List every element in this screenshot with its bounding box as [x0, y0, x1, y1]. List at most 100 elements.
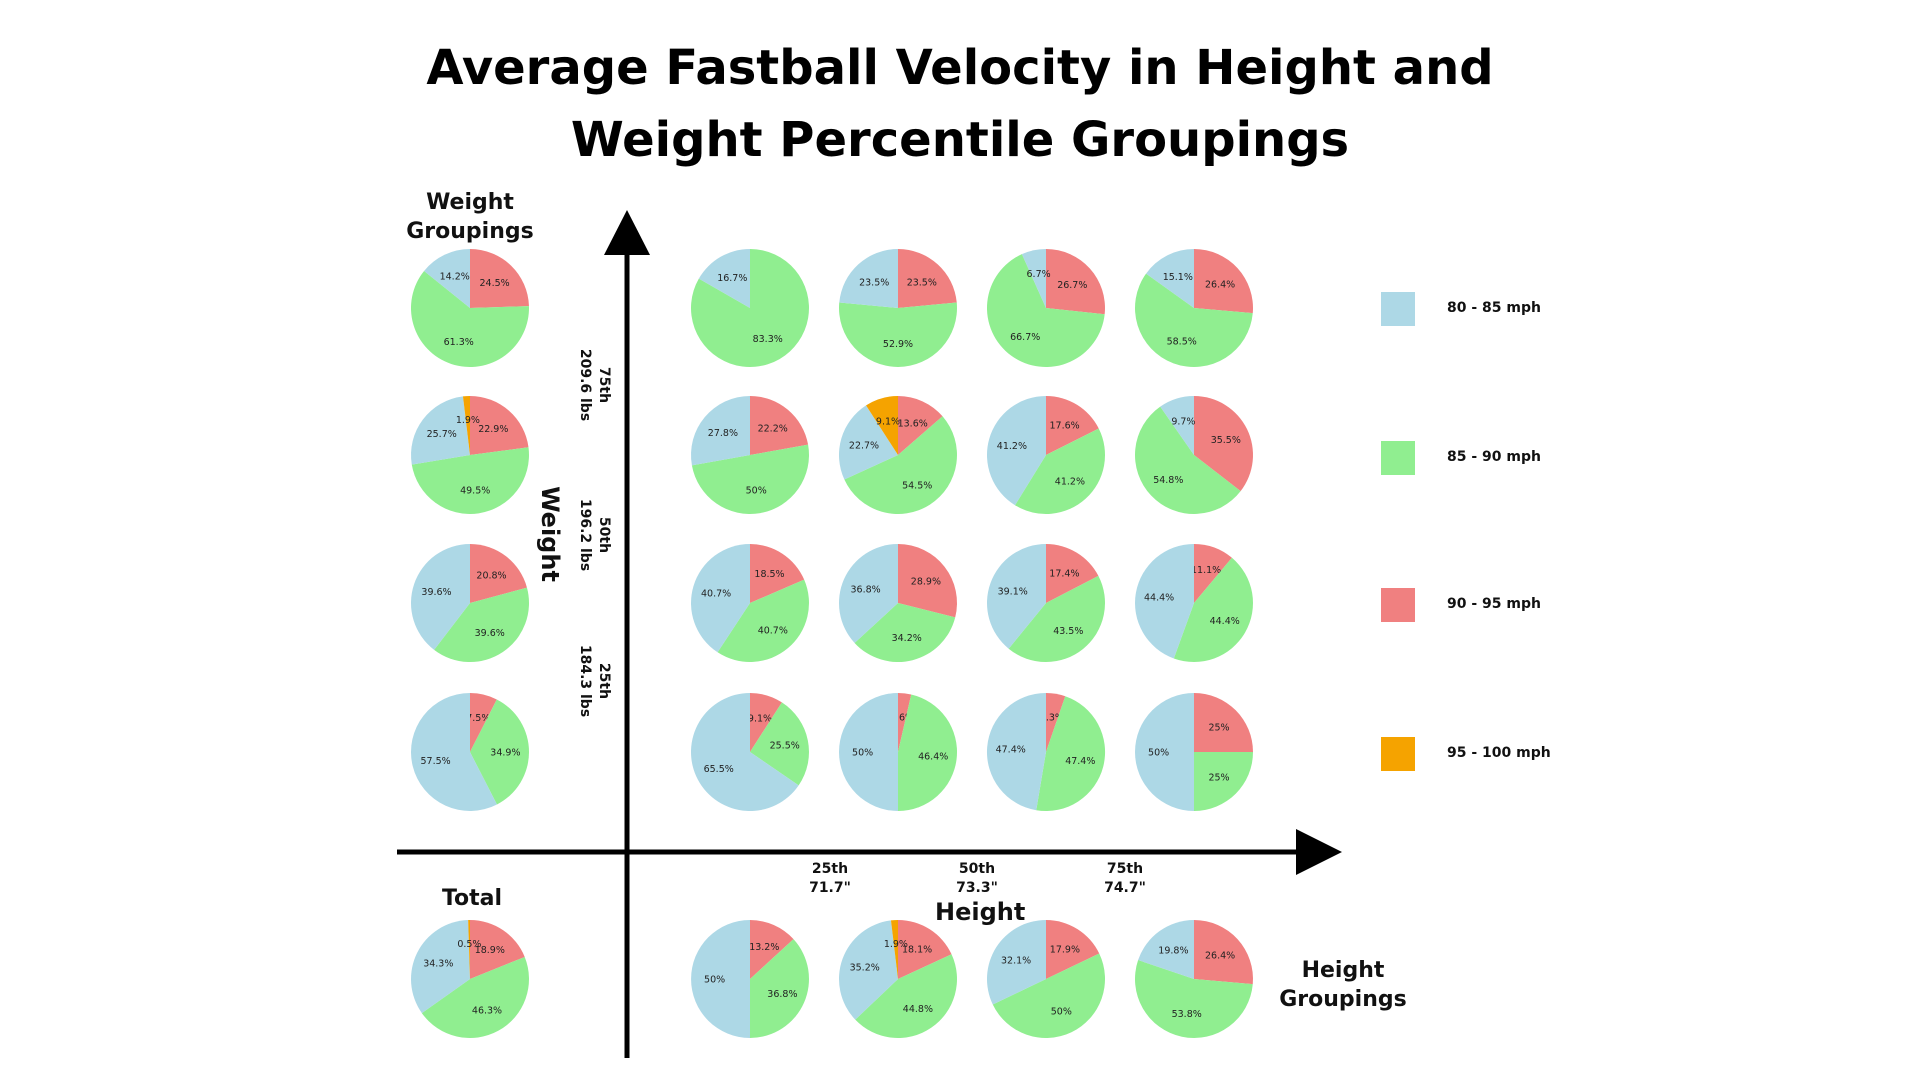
pie-w50-h75-label-90-95: 35.5%	[1211, 435, 1241, 446]
pie-weight-grouping-4-label-90-95: 7.5%	[466, 713, 490, 724]
pie-w75-h50-label-80-85: 6.7%	[1027, 269, 1051, 280]
pie-w50-h75: 35.5% 54.8% 9.7%	[1135, 396, 1253, 514]
pie-w0-h25-slice-90-95	[898, 693, 912, 752]
pie-w0-h75-label-85-90: 25%	[1208, 773, 1229, 784]
pie-height-grouping-4-label-90-95: 26.4%	[1205, 951, 1235, 962]
pie-weight-grouping-3-label-85-90: 39.6%	[475, 628, 505, 639]
pie-w25-h0-label-90-95: 18.5%	[754, 569, 784, 580]
pie-w75-h0: 83.3% 16.7%	[690, 249, 809, 367]
pie-weight-grouping-4-label-85-90: 34.9%	[490, 747, 520, 758]
legend-swatch-90-95	[1381, 588, 1415, 622]
pie-w50-h75-slice-80-85	[1160, 396, 1194, 455]
pie-w0-h75: 25% 25% 50%	[1135, 693, 1253, 811]
pie-w25-h50-slice-90-95	[1046, 544, 1099, 603]
pie-height-grouping-1: 13.2% 36.8% 50%	[691, 920, 809, 1038]
pie-w50-h75-slice-90-95	[1194, 396, 1253, 492]
pie-w50-h0-label-90-95: 22.2%	[758, 423, 788, 434]
height-groupings-line-1: Height	[1301, 958, 1385, 983]
pie-w50-h25: 13.6% 54.5% 22.7% 9.1%	[838, 396, 957, 514]
pie-w75-h25-label-90-95: 23.5%	[907, 277, 937, 288]
pie-height-grouping-4: 26.4% 53.8% 19.8%	[1134, 920, 1253, 1038]
pie-w25-h75-label-85-90: 44.4%	[1210, 616, 1240, 627]
pie-height-grouping-2-slice-80-85	[839, 920, 898, 1020]
pie-weight-grouping-4-slice-80-85	[411, 693, 497, 812]
pie-w25-h0-slice-80-85	[691, 544, 750, 653]
pie-w0-h0: 9.1% 25.5% 65.5%	[690, 693, 809, 812]
pie-height-grouping-3-label-80-85: 32.1%	[1001, 956, 1031, 967]
pie-weight-grouping-4-label-80-85: 57.5%	[421, 756, 451, 767]
legend-swatch-80-85	[1381, 292, 1415, 326]
pie-charts: 83.3%16.7% 23.5%52.9%23.5% 26.7%66.7%6.7%2…	[410, 249, 1253, 1039]
pie-height-grouping-4-slice-80-85	[1138, 920, 1194, 979]
pie-w75-h50-slice-80-85	[1021, 249, 1046, 308]
pie-height-grouping-2-label-90-95: 18.1%	[902, 945, 932, 956]
pie-w50-h50-slice-85-90	[1015, 428, 1106, 515]
height-tick-50-pct: 50th	[958, 861, 996, 877]
pie-w25-h75-slice-80-85	[1135, 544, 1194, 659]
pie-weight-grouping-1-slice-80-85	[424, 249, 470, 308]
pie-weight-grouping-4: 7.5% 34.9% 57.5%	[411, 693, 530, 812]
pie-w50-h0-label-80-85: 27.8%	[708, 428, 738, 439]
legend-label-95-100: 95 - 100 mph	[1447, 745, 1551, 761]
pie-w75-h75: 26.4% 58.5% 15.1%	[1134, 249, 1253, 368]
pie-w0-h75-slice-90-95	[1194, 693, 1253, 752]
pie-w25-h50-label-80-85: 39.1%	[998, 587, 1028, 598]
pie-w50-h0: 22.2% 50% 27.8%	[690, 396, 810, 515]
pie-height-grouping-3-label-90-95: 17.9%	[1050, 945, 1080, 956]
pie-w50-h75-label-80-85: 9.7%	[1171, 417, 1195, 428]
pie-weight-grouping-2-label-90-95: 22.9%	[478, 424, 508, 435]
pie-height-grouping-4-label-80-85: 19.8%	[1158, 946, 1188, 957]
pie-weight-grouping-2-label-95-100: 1.9%	[456, 415, 480, 426]
pie-w50-h0-label-85-90: 50%	[746, 485, 767, 496]
pie-w75-h75-label-85-90: 58.5%	[1167, 337, 1197, 348]
pie-w0-h25-label-85-90: 46.4%	[918, 752, 948, 763]
pie-weight-grouping-2-slice-80-85	[411, 396, 470, 465]
height-axis-title: Height	[935, 898, 1026, 926]
pie-w25-h75-slice-90-95	[1194, 544, 1232, 603]
pie-w0-h50-slice-85-90	[1036, 696, 1106, 812]
pie-height-grouping-1-slice-80-85	[691, 920, 750, 1038]
legend-swatch-95-100	[1381, 737, 1415, 771]
weight-groupings-line-1: Weight	[426, 190, 514, 215]
pie-w25-h50: 17.4% 43.5% 39.1%	[986, 543, 1106, 663]
pie-total-label-95-100: 0.5%	[457, 939, 481, 950]
pie-w0-h75-label-90-95: 25%	[1208, 723, 1229, 734]
pie-weight-grouping-2-label-80-85: 25.7%	[427, 429, 457, 440]
pie-w25-h75-slice-85-90	[1173, 557, 1253, 662]
pie-total-label-80-85: 34.3%	[423, 959, 453, 970]
pie-weight-grouping-3-slice-80-85	[410, 544, 470, 650]
pie-w50-h50-label-80-85: 41.2%	[997, 441, 1027, 452]
pie-w0-h0-slice-90-95	[750, 693, 782, 752]
pie-w0-h25-label-80-85: 50%	[852, 748, 873, 759]
pie-height-grouping-1-label-90-95: 13.2%	[749, 942, 779, 953]
pie-w25-h25-label-80-85: 36.8%	[851, 584, 881, 595]
pie-height-grouping-4-label-85-90: 53.8%	[1172, 1009, 1202, 1020]
pie-w0-h50-label-80-85: 47.4%	[996, 745, 1026, 756]
pie-w25-h50-slice-85-90	[1008, 575, 1106, 663]
pie-w75-h50-label-85-90: 66.7%	[1010, 332, 1040, 343]
pie-w25-h25-slice-90-95	[898, 544, 957, 618]
pie-w0-h25-slice-85-90	[898, 694, 958, 811]
pie-w25-h50-label-85-90: 43.5%	[1053, 626, 1083, 637]
height-tick-75-value: 74.7"	[1104, 880, 1146, 896]
pie-w75-h0-slice-85-90	[690, 249, 809, 367]
legend-label-90-95: 90 - 95 mph	[1447, 596, 1541, 612]
pie-height-grouping-4-slice-85-90	[1134, 960, 1253, 1038]
legend-label-80-85: 80 - 85 mph	[1447, 300, 1541, 316]
pie-w0-h75-slice-85-90	[1194, 752, 1253, 811]
height-groupings-line-2: Groupings	[1279, 987, 1407, 1012]
pie-w25-h25-label-85-90: 34.2%	[892, 633, 922, 644]
pie-weight-grouping-1-label-80-85: 14.2%	[440, 272, 470, 283]
pie-w0-h25-slice-80-85	[839, 693, 898, 811]
pie-weight-grouping-2: 22.9% 49.5% 25.7% 1.9%	[411, 396, 529, 514]
pie-w50-h75-label-85-90: 54.8%	[1153, 475, 1183, 486]
pie-height-grouping-2: 18.1% 44.8% 35.2% 1.9%	[839, 920, 957, 1038]
pie-w0-h50-slice-80-85	[986, 693, 1046, 811]
pie-height-grouping-2-slice-90-95	[898, 920, 952, 979]
pie-w50-h25-label-90-95: 13.6%	[898, 418, 928, 429]
pie-w50-h0-slice-85-90	[691, 444, 810, 515]
pie-total-slice-80-85	[411, 920, 470, 1014]
pie-w75-h25-label-80-85: 23.5%	[859, 277, 889, 288]
pie-w75-h0-label-85-90: 83.3%	[753, 334, 783, 345]
pie-weight-grouping-2-slice-95-100	[462, 396, 470, 455]
